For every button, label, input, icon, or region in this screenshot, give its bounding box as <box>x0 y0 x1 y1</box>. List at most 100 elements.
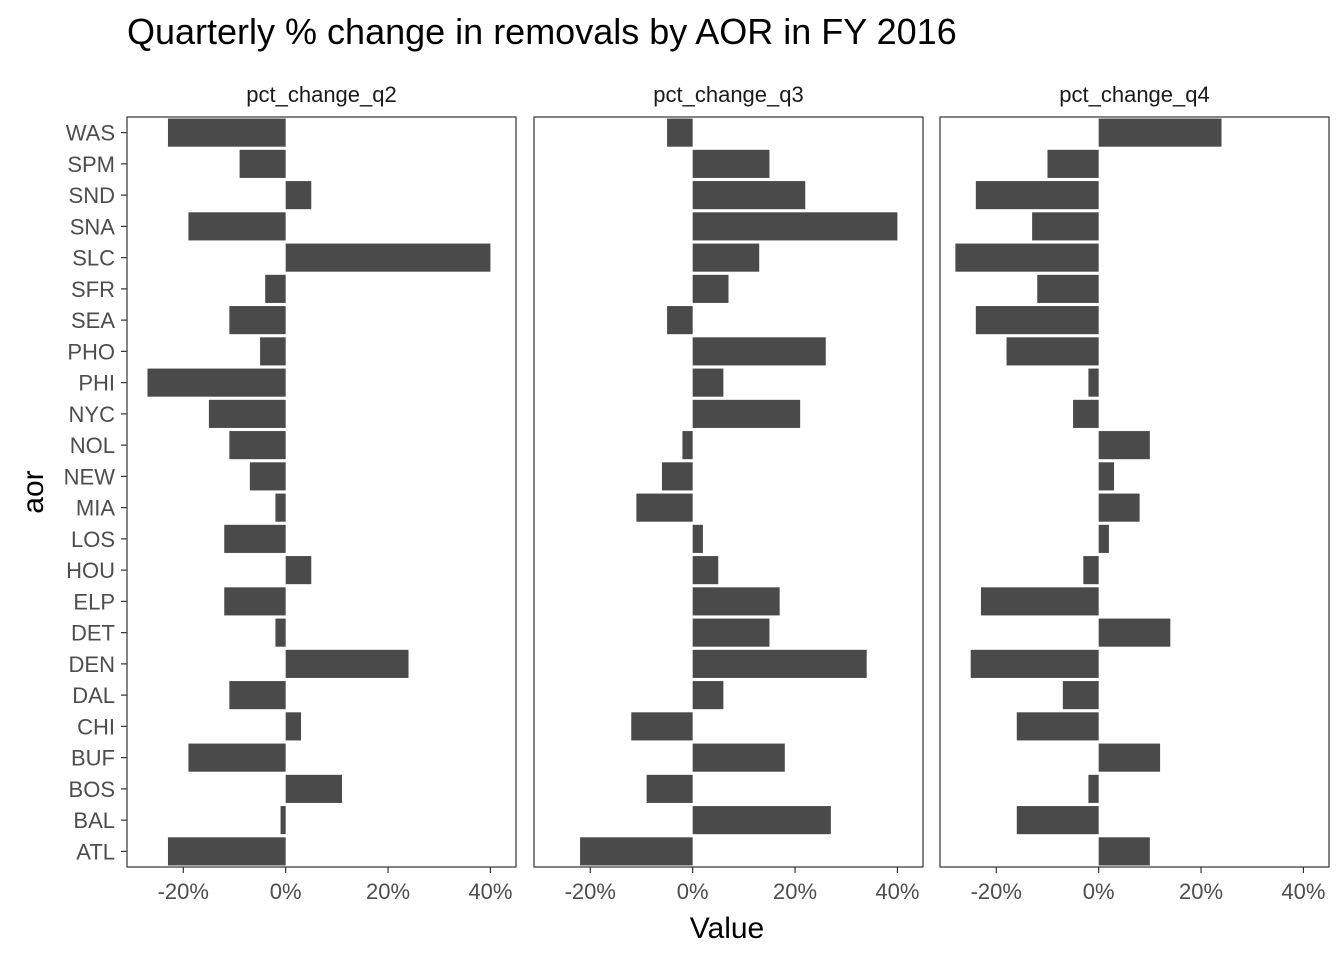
bar-pho-pct_change_q3 <box>692 337 826 366</box>
y-tick-label-mia: MIA <box>76 496 115 521</box>
x-tick-label: -20% <box>565 879 616 904</box>
facet-panel-pct_change_q2: pct_change_q2 -20% 0% 20% 40% WAS SPM SND SNA SLC… <box>64 82 517 904</box>
bar-snd-pct_change_q4 <box>975 181 1099 210</box>
bar-hou-pct_change_q4 <box>1083 556 1099 585</box>
bar-was-pct_change_q4 <box>1098 118 1222 147</box>
bar-phi-pct_change_q2 <box>147 368 286 397</box>
bar-spm-pct_change_q3 <box>692 149 770 178</box>
x-tick-label: 0% <box>270 879 302 904</box>
y-tick-label-hou: HOU <box>66 558 115 583</box>
bar-det-pct_change_q2 <box>275 618 286 647</box>
bar-elp-pct_change_q3 <box>692 587 780 616</box>
bar-nyc-pct_change_q2 <box>208 399 286 428</box>
bar-phi-pct_change_q4 <box>1088 368 1099 397</box>
bar-den-pct_change_q4 <box>970 649 1099 678</box>
y-tick-label-dal: DAL <box>72 683 115 708</box>
bar-sna-pct_change_q4 <box>1032 212 1099 241</box>
x-tick-label: 20% <box>1179 879 1223 904</box>
bar-atl-pct_change_q2 <box>167 837 286 866</box>
facet-strip-label: pct_change_q2 <box>246 82 396 107</box>
x-tick-label: 20% <box>366 879 410 904</box>
facet-strip-label: pct_change_q3 <box>653 82 803 107</box>
panel-border <box>939 116 1330 868</box>
y-tick-label-elp: ELP <box>73 589 115 614</box>
x-tick-label: 40% <box>875 879 919 904</box>
y-tick-label-sna: SNA <box>70 214 116 239</box>
bar-was-pct_change_q3 <box>667 118 693 147</box>
bar-chi-pct_change_q2 <box>285 712 302 741</box>
bar-dal-pct_change_q2 <box>229 681 286 710</box>
bar-sfr-pct_change_q3 <box>692 274 729 303</box>
panel-border <box>533 116 924 868</box>
bar-slc-pct_change_q4 <box>955 243 1099 272</box>
bar-new-pct_change_q3 <box>661 462 693 491</box>
y-tick-label-buf: BUF <box>71 746 115 771</box>
bar-spm-pct_change_q2 <box>239 149 286 178</box>
x-tick-label: 40% <box>468 879 512 904</box>
x-tick-label: 0% <box>1083 879 1115 904</box>
bar-hou-pct_change_q3 <box>692 556 719 585</box>
x-axis-title: Value <box>690 912 765 945</box>
bar-den-pct_change_q2 <box>285 649 409 678</box>
panel-border <box>126 116 517 868</box>
y-tick-label-den: DEN <box>69 652 115 677</box>
y-tick-label-nyc: NYC <box>69 402 116 427</box>
bar-bos-pct_change_q2 <box>285 774 342 803</box>
bar-bal-pct_change_q4 <box>1016 806 1099 835</box>
bar-los-pct_change_q3 <box>692 524 703 553</box>
bar-was-pct_change_q2 <box>167 118 286 147</box>
bar-los-pct_change_q2 <box>224 524 286 553</box>
bar-new-pct_change_q4 <box>1098 462 1115 491</box>
facet-panel-pct_change_q3: pct_change_q3 -20% 0% 20% 40% <box>533 82 924 904</box>
bar-buf-pct_change_q4 <box>1098 743 1161 772</box>
y-tick-label-was: WAS <box>66 121 115 146</box>
y-tick-label-spm: SPM <box>67 152 115 177</box>
bar-det-pct_change_q3 <box>692 618 770 647</box>
bar-bal-pct_change_q2 <box>280 806 286 835</box>
y-tick-label-sfr: SFR <box>71 277 115 302</box>
bar-sfr-pct_change_q4 <box>1037 274 1099 303</box>
y-tick-label-chi: CHI <box>77 714 115 739</box>
bar-sfr-pct_change_q2 <box>265 274 286 303</box>
bar-chi-pct_change_q4 <box>1016 712 1099 741</box>
bar-det-pct_change_q4 <box>1098 618 1171 647</box>
x-tick-label: 20% <box>773 879 817 904</box>
bar-chi-pct_change_q3 <box>631 712 693 741</box>
x-tick-label: -20% <box>971 879 1022 904</box>
y-tick-label-sea: SEA <box>71 308 115 333</box>
y-axis-title: aor <box>17 470 50 513</box>
y-tick-label-bos: BOS <box>69 777 115 802</box>
y-tick-label-slc: SLC <box>72 246 115 271</box>
bar-spm-pct_change_q4 <box>1047 149 1099 178</box>
y-tick-label-atl: ATL <box>76 839 115 864</box>
bar-buf-pct_change_q3 <box>692 743 785 772</box>
bar-sna-pct_change_q2 <box>188 212 286 241</box>
y-tick-label-det: DET <box>71 621 115 646</box>
x-tick-label: -20% <box>158 879 209 904</box>
bar-phi-pct_change_q3 <box>692 368 724 397</box>
bar-mia-pct_change_q4 <box>1098 493 1140 522</box>
chart-title: Quarterly % change in removals by AOR in… <box>127 11 957 52</box>
bar-nyc-pct_change_q4 <box>1073 399 1099 428</box>
bar-bos-pct_change_q3 <box>646 774 693 803</box>
bar-nol-pct_change_q4 <box>1098 431 1150 460</box>
x-tick-label: 0% <box>677 879 709 904</box>
bar-dal-pct_change_q4 <box>1062 681 1099 710</box>
bar-los-pct_change_q4 <box>1098 524 1109 553</box>
y-tick-label-los: LOS <box>71 527 115 552</box>
bar-atl-pct_change_q4 <box>1098 837 1150 866</box>
bar-nol-pct_change_q3 <box>682 431 693 460</box>
bar-sea-pct_change_q4 <box>975 306 1099 335</box>
bar-bos-pct_change_q4 <box>1088 774 1099 803</box>
bar-slc-pct_change_q2 <box>285 243 491 272</box>
y-tick-label-new: NEW <box>64 464 116 489</box>
bar-sea-pct_change_q3 <box>667 306 693 335</box>
bar-mia-pct_change_q3 <box>636 493 693 522</box>
y-tick-label-bal: BAL <box>73 808 115 833</box>
y-tick-label-nol: NOL <box>70 433 115 458</box>
bar-new-pct_change_q2 <box>249 462 286 491</box>
bar-mia-pct_change_q2 <box>275 493 286 522</box>
bar-buf-pct_change_q2 <box>188 743 286 772</box>
bar-snd-pct_change_q3 <box>692 181 806 210</box>
bar-nyc-pct_change_q3 <box>692 399 801 428</box>
